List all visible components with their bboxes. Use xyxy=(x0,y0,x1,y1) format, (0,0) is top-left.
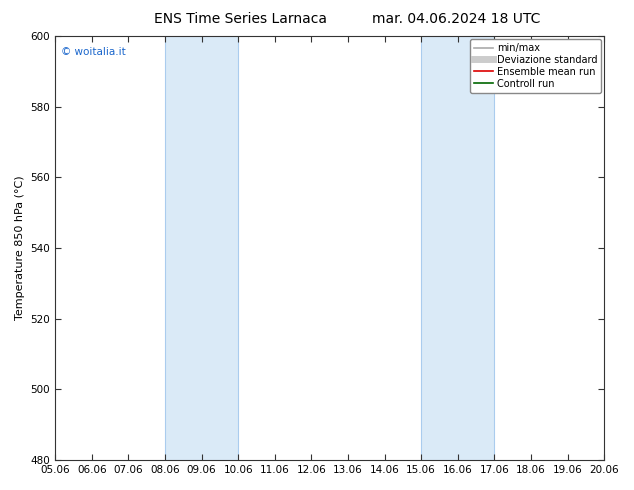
Bar xyxy=(165,36,238,460)
Text: ENS Time Series Larnaca: ENS Time Series Larnaca xyxy=(155,12,327,26)
Bar xyxy=(421,36,495,460)
Text: mar. 04.06.2024 18 UTC: mar. 04.06.2024 18 UTC xyxy=(372,12,541,26)
Legend: min/max, Deviazione standard, Ensemble mean run, Controll run: min/max, Deviazione standard, Ensemble m… xyxy=(470,39,601,93)
Y-axis label: Temperature 850 hPa (°C): Temperature 850 hPa (°C) xyxy=(15,176,25,320)
Text: © woitalia.it: © woitalia.it xyxy=(61,47,126,57)
